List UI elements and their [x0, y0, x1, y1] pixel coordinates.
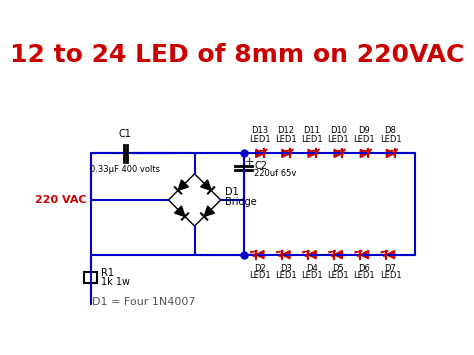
Text: C2: C2 [254, 162, 267, 171]
Text: Bridge: Bridge [225, 197, 256, 207]
Text: R1: R1 [100, 268, 114, 278]
Text: D1 = Four 1N4007: D1 = Four 1N4007 [92, 297, 196, 307]
Text: 220 VAC: 220 VAC [35, 195, 87, 205]
Text: LED1: LED1 [301, 271, 323, 280]
Text: LED1: LED1 [354, 271, 375, 280]
Polygon shape [334, 149, 342, 158]
Text: D12: D12 [277, 126, 294, 136]
Polygon shape [282, 251, 290, 259]
Polygon shape [308, 251, 316, 259]
Polygon shape [360, 149, 368, 158]
Text: 12 to 24 LED of 8mm on 220VAC: 12 to 24 LED of 8mm on 220VAC [10, 43, 464, 67]
Text: D10: D10 [330, 126, 347, 136]
Polygon shape [386, 149, 394, 158]
Text: LED1: LED1 [380, 271, 401, 280]
Text: D8: D8 [384, 126, 396, 136]
Text: C1: C1 [118, 129, 132, 139]
Text: D6: D6 [358, 264, 370, 273]
Text: LED1: LED1 [275, 271, 297, 280]
Text: LED1: LED1 [328, 135, 349, 144]
Polygon shape [256, 149, 264, 158]
Polygon shape [360, 251, 368, 259]
Text: D9: D9 [358, 126, 370, 136]
FancyBboxPatch shape [84, 272, 97, 283]
Text: D4: D4 [306, 264, 318, 273]
Text: LED1: LED1 [380, 135, 401, 144]
Text: D5: D5 [332, 264, 344, 273]
Text: D11: D11 [304, 126, 320, 136]
Text: LED1: LED1 [354, 135, 375, 144]
Polygon shape [204, 206, 215, 217]
Polygon shape [256, 251, 264, 259]
Text: LED1: LED1 [301, 135, 323, 144]
Text: +: + [245, 157, 255, 168]
Text: 1k 1w: 1k 1w [100, 277, 130, 286]
Polygon shape [308, 149, 316, 158]
Text: D13: D13 [251, 126, 268, 136]
Polygon shape [178, 180, 188, 190]
Text: D1: D1 [225, 187, 238, 197]
Text: 220uf 65v: 220uf 65v [254, 169, 297, 178]
Polygon shape [282, 149, 290, 158]
Text: 0.33μF 400 volts: 0.33μF 400 volts [90, 165, 160, 174]
Text: LED1: LED1 [328, 271, 349, 280]
Text: LED1: LED1 [249, 135, 271, 144]
Text: D7: D7 [384, 264, 396, 273]
Text: LED1: LED1 [275, 135, 297, 144]
Text: D2: D2 [254, 264, 266, 273]
Text: LED1: LED1 [249, 271, 271, 280]
Polygon shape [201, 180, 211, 190]
Polygon shape [386, 251, 394, 259]
Text: D3: D3 [280, 264, 292, 273]
Polygon shape [334, 251, 342, 259]
Polygon shape [174, 206, 185, 217]
